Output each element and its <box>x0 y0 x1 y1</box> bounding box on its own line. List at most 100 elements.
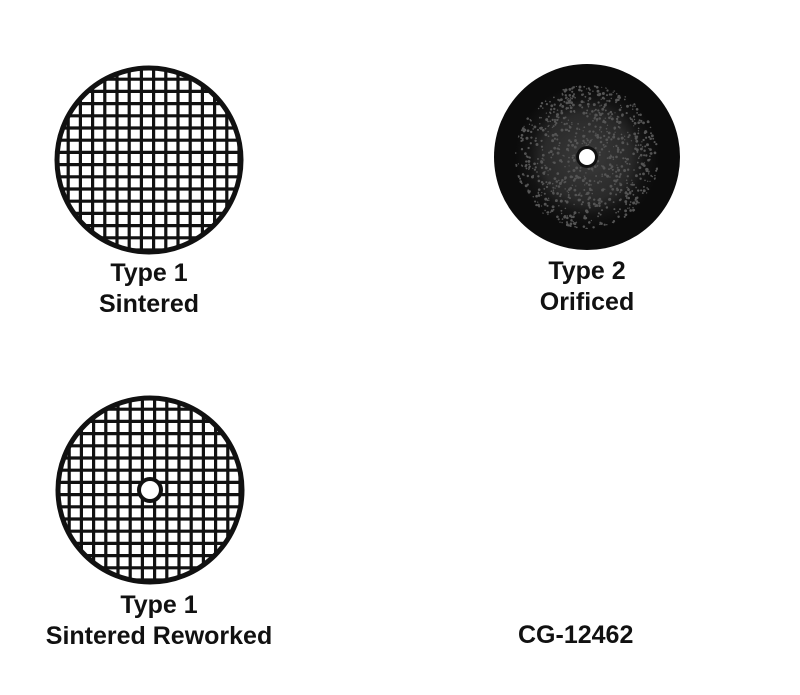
stipple-dot <box>616 146 620 149</box>
stipple-dot <box>612 135 616 139</box>
caption-type2-orificed: Type 2 Orificed <box>492 256 682 318</box>
stipple-dot <box>578 103 582 107</box>
stipple-dot <box>595 117 599 121</box>
stipple-dot <box>588 130 591 133</box>
stipple-dot <box>608 150 611 153</box>
stipple-dot <box>613 208 616 211</box>
stipple-dot <box>547 174 549 176</box>
stipple-dot <box>587 201 591 205</box>
stipple-dot <box>571 184 574 187</box>
stipple-dot <box>617 210 620 213</box>
stipple-dot <box>609 110 613 114</box>
stipple-dot <box>620 106 623 109</box>
stipple-dot <box>544 197 548 201</box>
stipple-dot <box>558 204 560 207</box>
stipple-dot <box>565 200 569 204</box>
stipple-dot <box>568 156 570 159</box>
stipple-dot <box>633 103 636 106</box>
stipple-dot <box>626 182 628 185</box>
stipple-dot <box>649 148 652 151</box>
stipple-dot <box>592 120 594 122</box>
stipple-dot <box>519 177 522 180</box>
stipple-dot <box>541 149 544 151</box>
stipple-dot <box>535 137 537 140</box>
stipple-dot <box>583 189 586 191</box>
stipple-dot <box>629 104 632 107</box>
stipple-dot <box>605 206 609 209</box>
stipple-dot <box>588 196 592 200</box>
stipple-dot <box>573 109 576 113</box>
stipple-dot <box>580 203 583 206</box>
stipple-dot <box>578 128 581 131</box>
stipple-dot <box>575 85 578 88</box>
stipple-dot <box>649 155 651 158</box>
stipple-dot <box>588 88 591 91</box>
stipple-dot <box>529 142 532 145</box>
stipple-dot <box>577 193 581 197</box>
stipple-dot <box>591 110 594 113</box>
stipple-dot <box>655 142 658 146</box>
stipple-dot <box>543 188 546 190</box>
stipple-dot <box>564 207 567 210</box>
stipple-dot <box>645 192 648 194</box>
stipple-dot <box>549 211 552 213</box>
stipple-dot <box>626 104 629 108</box>
stipple-dot <box>578 88 581 92</box>
stipple-dot <box>548 199 550 201</box>
stipple-dot <box>594 108 597 111</box>
stipple-dot <box>527 159 531 163</box>
stipple-dot <box>632 152 635 156</box>
stipple-dot <box>559 195 562 198</box>
stipple-dot <box>545 185 549 189</box>
stipple-dot <box>605 102 607 105</box>
stipple-dot <box>651 175 654 178</box>
stipple-dot <box>598 92 602 96</box>
stipple-dot <box>569 140 573 144</box>
stipple-dot <box>541 157 544 160</box>
stipple-dot <box>564 165 566 168</box>
stipple-dot <box>592 202 596 206</box>
stipple-dot <box>616 148 620 152</box>
stipple-dot <box>537 188 541 191</box>
stipple-dot <box>560 128 564 132</box>
stipple-dot <box>634 105 636 107</box>
stipple-dot <box>583 101 585 103</box>
stipple-dot <box>548 124 550 127</box>
stipple-dot <box>599 140 603 144</box>
stipple-dot <box>545 102 549 106</box>
stipple-dot <box>528 123 531 125</box>
stipple-dot <box>635 200 639 203</box>
stipple-dot <box>531 176 533 178</box>
stipple-dot <box>642 172 645 176</box>
stipple-dot <box>644 179 646 182</box>
stipple-dot <box>563 214 567 218</box>
stipple-dot <box>606 141 608 144</box>
stipple-dot <box>567 119 570 121</box>
stipple-dot <box>609 192 612 195</box>
stipple-dot <box>526 174 530 178</box>
stipple-dot <box>617 168 621 172</box>
stipple-dot <box>618 116 620 118</box>
stipple-dot <box>536 162 539 165</box>
stipple-dot <box>596 120 598 122</box>
stipple-dot <box>585 193 587 196</box>
stipple-dot <box>568 88 572 91</box>
stipple-dot <box>537 201 539 203</box>
stipple-dot <box>637 132 640 135</box>
stipple-dot <box>556 109 559 111</box>
stipple-dot <box>625 112 628 115</box>
stipple-dot <box>601 92 605 95</box>
stipple-dot <box>631 179 633 181</box>
stipple-dot <box>558 182 562 185</box>
stipple-dot <box>604 188 606 190</box>
caption-type1-sintered: Type 1 Sintered <box>54 258 244 320</box>
stipple-dot <box>637 189 640 192</box>
stipple-dot <box>540 194 543 196</box>
stipple-dot <box>593 198 596 201</box>
stipple-dot <box>646 187 648 189</box>
stipple-dot <box>542 107 544 109</box>
stipple-dot <box>630 140 633 142</box>
stipple-dot <box>554 132 558 136</box>
stipple-dot <box>594 134 597 137</box>
stipple-dot <box>600 98 602 100</box>
